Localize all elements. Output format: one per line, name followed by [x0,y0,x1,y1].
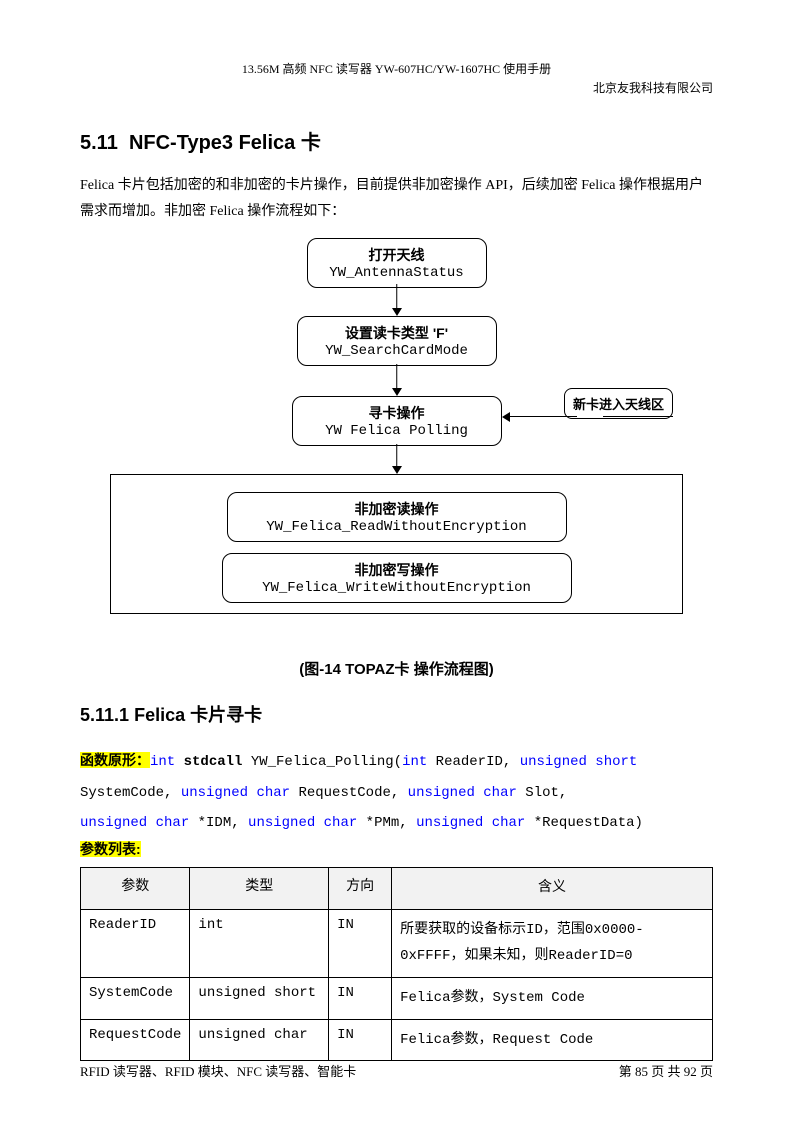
flow-node-n2: 设置读卡类型 'F'YW_SearchCardMode [297,316,497,366]
header-company: 北京友我科技有限公司 [80,79,713,98]
sig-token: SystemCode, [80,785,181,801]
footer-right: 第 85 页 共 92 页 [619,1061,713,1080]
arrow-down-icon [392,308,402,316]
sig-token: int [150,754,184,770]
flow-connector [396,364,398,390]
label-prototype: 函数原形： [80,752,150,768]
sig-token: Slot, [525,785,567,801]
flow-back-connector2 [508,416,578,418]
table-cell: IN [329,977,392,1019]
table-header-cell: 含义 [392,868,713,910]
label-params: 参数列表 [80,841,136,857]
subsection-number: 5.11.1 [80,705,129,725]
subsection-heading: 5.11.1 Felica 卡片寻卡 [80,701,713,727]
sig-token: unsigned char [416,815,534,831]
table-header-cell: 方向 [329,868,392,910]
label-params-wrap: 参数列表: [80,839,713,859]
table-cell: unsigned short [190,977,329,1019]
table-cell: int [190,909,329,977]
flow-node-n5: 非加密写操作YW_Felica_WriteWithoutEncryption [222,553,572,603]
sig-token: unsigned char [181,785,299,801]
sig-token: YW_Felica_Polling( [251,754,402,770]
table-cell: Felica参数，Request Code [392,1019,713,1061]
table-row: ReaderIDintIN所要获取的设备标示ID，范围0x0000-0xFFFF… [81,909,713,977]
sig-token: unsigned short [520,754,638,770]
sig-token: *RequestData) [534,815,643,831]
sig-token: unsigned char [248,815,366,831]
flow-node-n1: 打开天线YW_AntennaStatus [307,238,487,288]
section-title-text: NFC-Type3 Felica 卡 [129,132,321,154]
flow-connector [396,444,398,468]
flowchart: 打开天线YW_AntennaStatus 设置读卡类型 'F'YW_SearchC… [80,238,713,648]
table-cell: unsigned char [190,1019,329,1061]
sig-token: *PMm, [366,815,416,831]
table-cell: 所要获取的设备标示ID，范围0x0000-0xFFFF，如果未知，则Reader… [392,909,713,977]
table-header-cell: 类型 [190,868,329,910]
arrow-down-icon [392,388,402,396]
flow-connector [396,284,398,310]
intro-paragraph: Felica 卡片包括加密的和非加密的卡片操作，目前提供非加密操作 API，后续… [80,173,713,223]
flow-side-box: 新卡进入天线区 [564,388,673,419]
flow-back-connector [603,416,673,418]
section-heading: 5.11 NFC-Type3 Felica 卡 [80,126,713,155]
sig-token: stdcall [184,754,251,770]
footer-left: RFID 读写器、RFID 模块、NFC 读写器、智能卡 [80,1061,356,1080]
figure-caption: (图-14 TOPAZ卡 操作流程图) [80,658,713,679]
sig-token: unsigned char [80,815,198,831]
sig-token: *IDM, [198,815,248,831]
table-cell: ReaderID [81,909,190,977]
table-row: SystemCodeunsigned shortINFelica参数，Syste… [81,977,713,1019]
function-signature: 函数原形：int stdcall YW_Felica_Polling(int R… [80,745,713,839]
header-title: 13.56M 高频 NFC 读写器 YW-607HC/YW-1607HC 使用手… [80,60,713,79]
table-cell: IN [329,909,392,977]
table-cell: RequestCode [81,1019,190,1061]
sig-token: RequestCode, [298,785,407,801]
table-row: RequestCodeunsigned charINFelica参数，Reque… [81,1019,713,1061]
flow-node-n3: 寻卡操作YW Felica Polling [292,396,502,446]
flow-node-n4: 非加密读操作YW_Felica_ReadWithoutEncryption [227,492,567,542]
table-cell: Felica参数，System Code [392,977,713,1019]
sig-token: ReaderID, [436,754,520,770]
page-footer: RFID 读写器、RFID 模块、NFC 读写器、智能卡 第 85 页 共 92… [80,1061,713,1080]
sig-token: int [402,754,436,770]
sig-token: unsigned char [408,785,526,801]
table-cell: SystemCode [81,977,190,1019]
arrow-down-icon [392,466,402,474]
section-number: 5.11 [80,132,118,154]
parameter-table: 参数类型方向含义 ReaderIDintIN所要获取的设备标示ID，范围0x00… [80,867,713,1061]
page-header: 13.56M 高频 NFC 读写器 YW-607HC/YW-1607HC 使用手… [80,60,713,98]
table-header-cell: 参数 [81,868,190,910]
subsection-title-text: Felica 卡片寻卡 [134,705,262,725]
table-cell: IN [329,1019,392,1061]
